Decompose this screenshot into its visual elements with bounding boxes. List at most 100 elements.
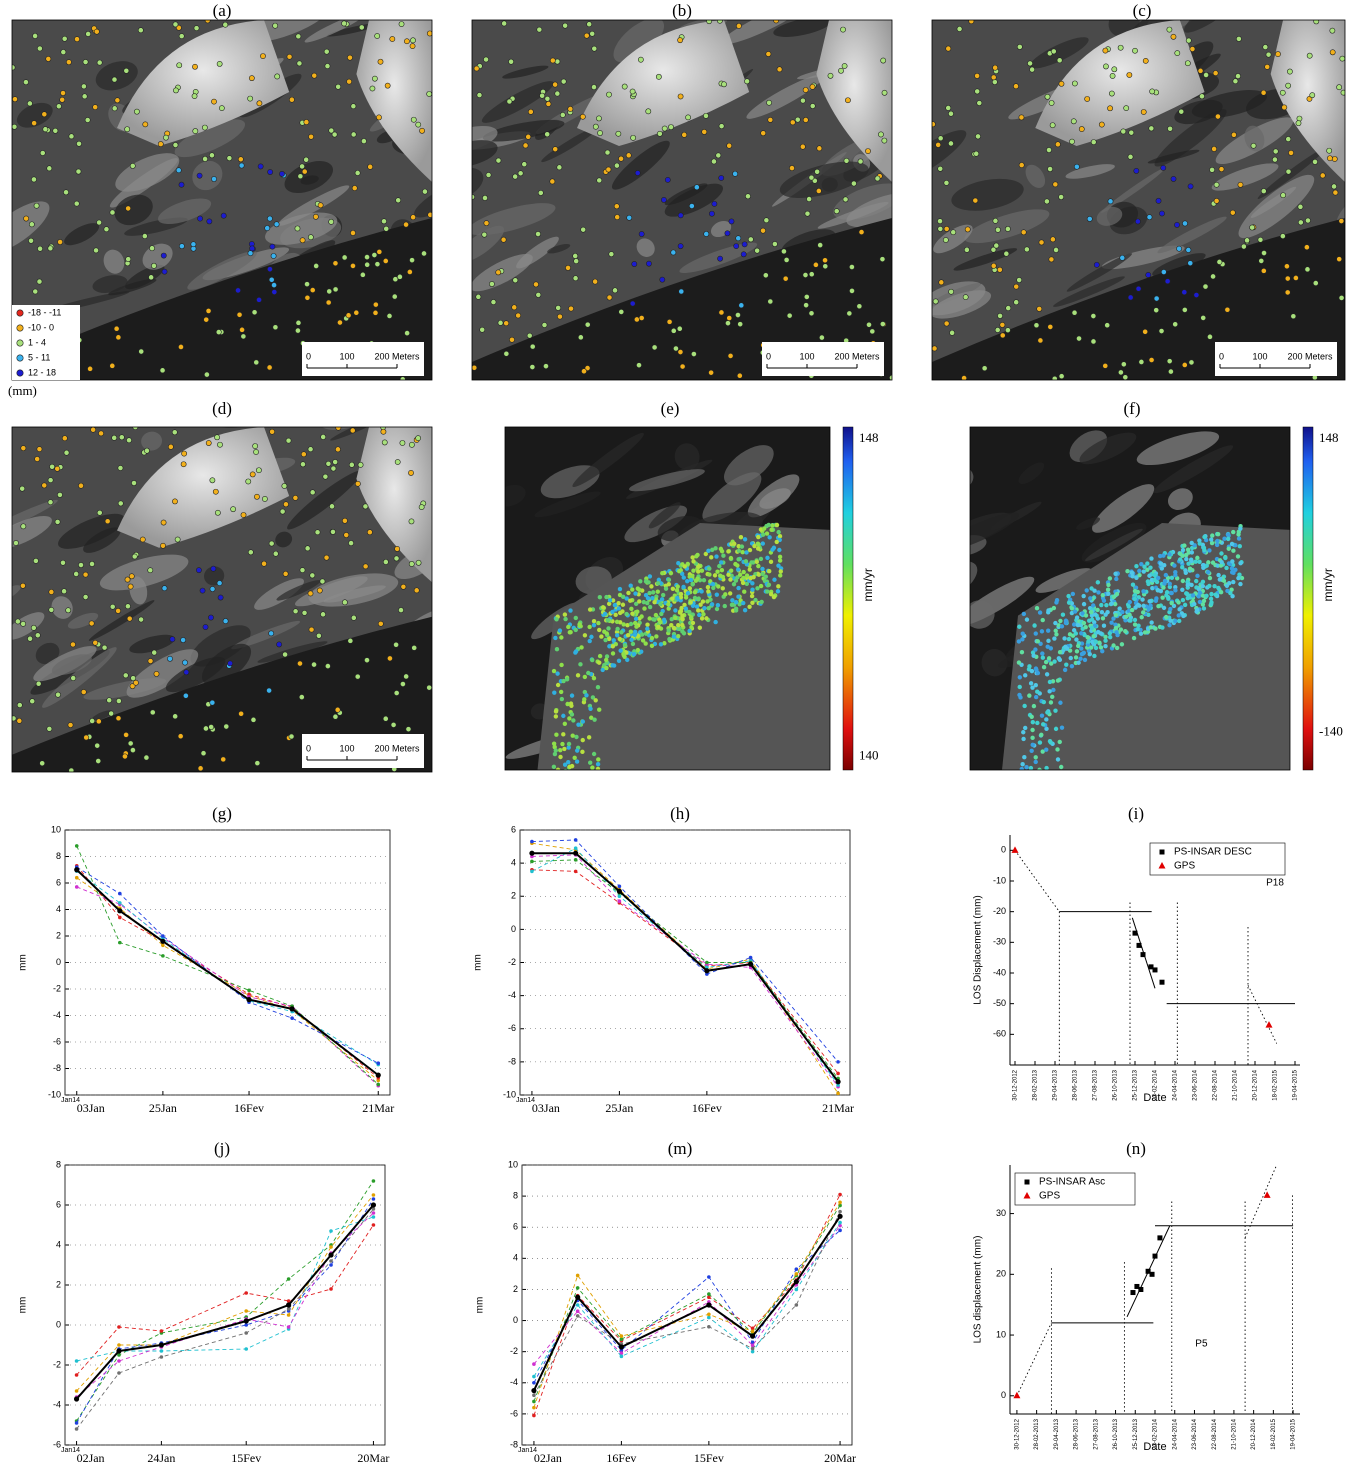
x-tick-label: 21-10-2014 [1231,1418,1237,1449]
velocity-point [1219,551,1223,555]
velocity-point [711,582,715,586]
ps-point [326,461,331,466]
ps-point [1091,313,1096,318]
ps-point [847,311,852,316]
velocity-point [713,573,717,577]
ps-point [1210,274,1215,279]
ps-point [196,568,201,573]
ps-point [126,257,131,262]
ps-point [270,244,275,249]
ps-point [619,309,624,314]
velocity-point [1091,603,1095,607]
ps-point [336,84,341,89]
velocity-point [1041,655,1045,659]
ps-point [289,97,294,102]
velocity-point [1195,608,1199,612]
velocity-point [769,592,773,596]
ps-point [255,761,260,766]
velocity-point [1191,593,1195,597]
ps-point [737,373,742,378]
velocity-point [574,649,578,653]
velocity-point [590,658,594,662]
series-marker [751,1330,755,1334]
velocity-point [1185,592,1189,596]
ps-point [401,584,406,589]
ps-point [556,305,561,310]
ps-point [1261,90,1266,95]
ps-point [938,166,943,171]
ps-point [354,310,359,315]
velocity-point [1223,556,1227,560]
velocity-point [681,585,685,589]
velocity-point [1170,576,1174,580]
ps-point [383,716,388,721]
series-marker [161,943,165,947]
ps-point [933,299,938,304]
ps-point [486,172,491,177]
velocity-point [1023,673,1027,677]
ps-point [597,130,602,135]
velocity-point [1042,700,1046,704]
ps-point [416,122,421,127]
velocity-point [734,600,738,604]
velocity-point [1031,743,1035,747]
ps-point [161,520,166,525]
velocity-point [1132,636,1136,640]
scalebar-label: 200 Meters [374,351,420,361]
ps-point [507,99,512,104]
ps-point [805,211,810,216]
ps-point [200,588,205,593]
ps-point [419,128,424,133]
ps-point [223,22,228,27]
velocity-point [1167,552,1171,556]
series-marker [290,1016,294,1020]
series-line [534,1202,840,1407]
velocity-point [778,573,782,577]
velocity-point [633,591,637,595]
velocity-point [1029,773,1033,777]
series-marker [74,1396,79,1401]
velocity-point [1188,566,1192,570]
velocity-point [757,573,761,577]
ps-point [944,180,949,185]
ps-point [130,748,135,753]
ps-point [1000,322,1005,327]
ps-point [416,560,421,565]
velocity-point [1156,588,1160,592]
velocity-point [1198,541,1202,545]
velocity-point [604,666,608,670]
series-marker [372,1215,376,1219]
point [1130,1290,1135,1295]
velocity-point [1058,619,1062,623]
velocity-point [1058,650,1062,654]
velocity-point [661,593,665,597]
ps-point [881,58,886,63]
ps-point [126,438,131,443]
ps-point [819,335,824,340]
velocity-point [1039,733,1043,737]
velocity-point [1035,783,1039,787]
ps-point [304,157,309,162]
velocity-point [1090,626,1094,630]
ps-point [372,76,377,81]
ps-point [182,451,187,456]
velocity-point [572,773,576,777]
ps-point [748,237,753,242]
velocity-point [709,555,713,559]
velocity-point [710,548,714,552]
ps-point [1171,176,1176,181]
velocity-point [1225,584,1229,588]
ps-point [253,449,258,454]
ps-point [86,31,91,36]
ps-point [409,519,414,524]
ps-point [126,206,131,211]
series-marker [836,1072,840,1076]
ps-point [83,572,88,577]
velocity-point [1231,549,1235,553]
velocity-point [1027,693,1031,697]
y-tick-label: 2 [511,891,516,901]
velocity-point [776,530,780,534]
velocity-point [565,786,569,790]
ps-point [678,244,683,249]
velocity-point [1061,613,1065,617]
